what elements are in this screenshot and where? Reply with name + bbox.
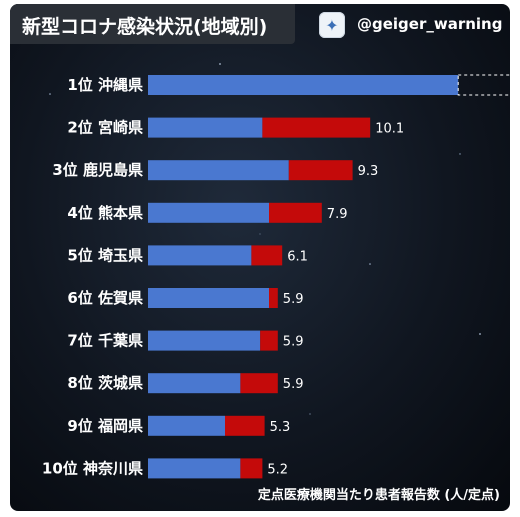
bar-segment-red [260, 330, 278, 351]
bar-segment-red [240, 373, 278, 394]
category-label: 9位 福岡県 [67, 417, 143, 435]
bar-segment-red [269, 288, 278, 308]
bar-segment-blue [148, 415, 225, 436]
account-handle: @geiger_warning [357, 15, 503, 33]
value-label: 5.9 [283, 377, 304, 392]
category-label: 3位 鹿児島県 [52, 161, 143, 179]
category-label: 6位 佐賀県 [67, 289, 143, 307]
category-label: 4位 熊本県 [67, 204, 143, 222]
bird-logo-icon: ✦ [319, 12, 345, 38]
category-label: 5位 埼玉県 [67, 246, 143, 264]
bar-segment-red [262, 117, 371, 138]
bar-segment-blue [148, 373, 241, 394]
value-label: 9.3 [358, 164, 379, 179]
chart-title: 新型コロナ感染状況(地域別) [22, 16, 268, 38]
value-label: 5.2 [267, 462, 288, 477]
bar-segment-red [240, 458, 263, 479]
bar-segment-blue [148, 160, 289, 181]
title-bar: 新型コロナ感染状況(地域別) [10, 4, 295, 44]
value-label: 5.9 [283, 335, 304, 350]
bar-segment-red [269, 202, 322, 223]
value-label: 5.3 [270, 420, 291, 435]
category-label: 8位 茨城県 [67, 374, 143, 392]
value-label: 5.9 [283, 292, 304, 307]
value-label: 10.1 [375, 122, 404, 137]
bar-segment-red [288, 160, 353, 181]
category-label: 1位 沖縄県 [67, 76, 143, 94]
bar-segment-red [251, 245, 283, 266]
bar-segment-blue [148, 288, 269, 308]
axis-unit-note: 定点医療機関当たり患者報告数 (人/定点) [257, 488, 500, 503]
bar-segment-blue [148, 117, 263, 138]
category-label: 2位 宮崎県 [67, 119, 143, 137]
value-label: 7.9 [327, 207, 348, 222]
bar-segment-blue [148, 202, 269, 223]
bar-segment-blue [148, 75, 459, 95]
chart-frame: 新型コロナ感染状況(地域別) ✦ @geiger_warning 1位 沖縄県 1… [10, 4, 510, 511]
category-label: 10位 神奈川県 [42, 459, 143, 477]
bar-segment-red [225, 415, 265, 436]
bar-segment-blue [148, 458, 241, 479]
value-label: 6.1 [287, 249, 308, 264]
bar-segment-blue [148, 330, 261, 351]
category-label: 7位 千葉県 [67, 332, 143, 350]
bar-dashed-outline [457, 74, 510, 96]
bar-segment-blue [148, 245, 252, 266]
